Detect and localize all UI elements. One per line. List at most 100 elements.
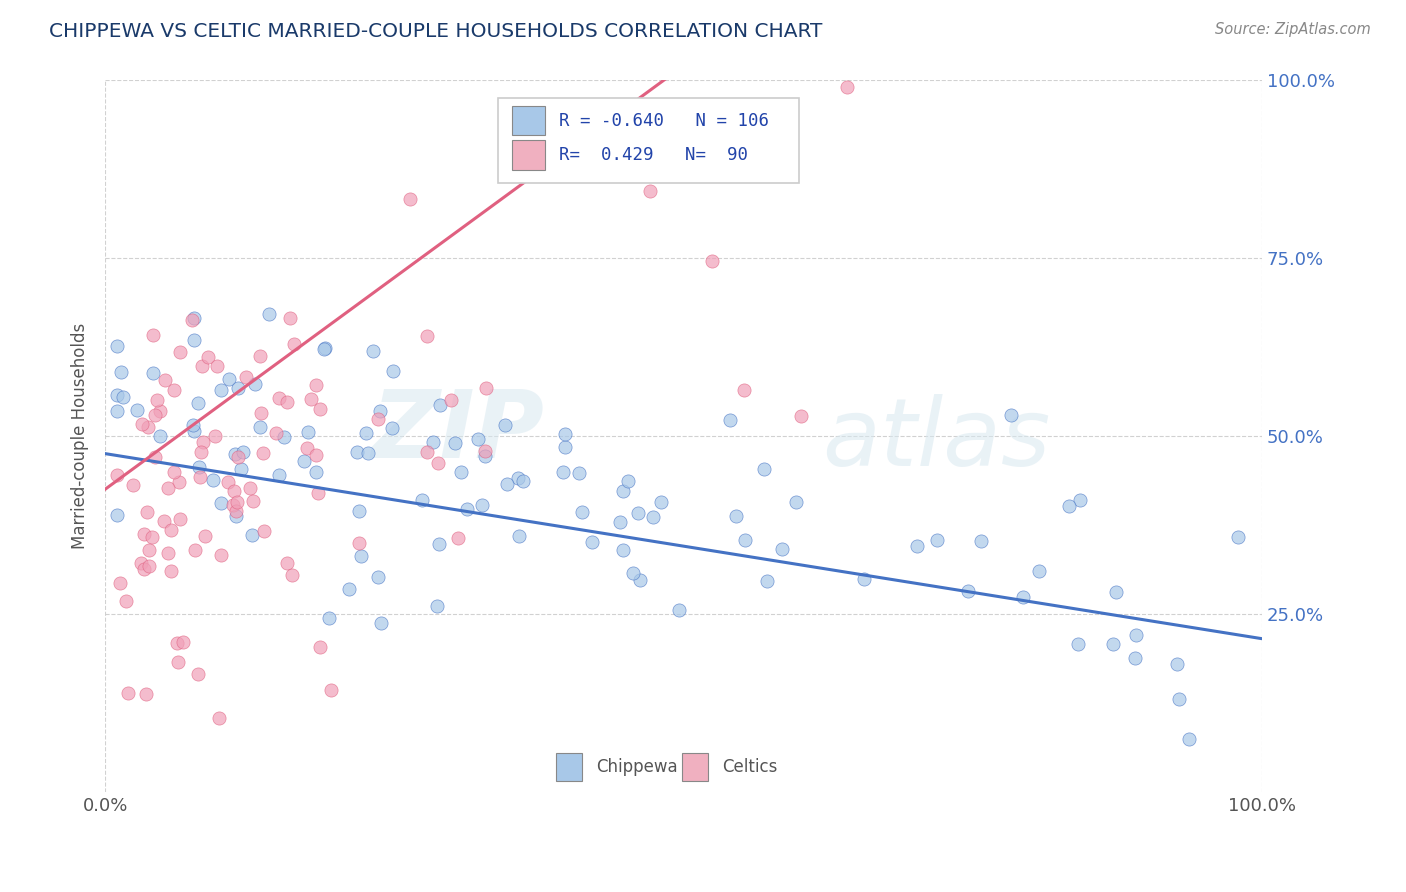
Point [668,603,690,617]
Point [155,373,177,387]
Point [160,564,183,578]
Point [280,568,302,582]
Point [188,470,211,484]
FancyBboxPatch shape [512,140,544,170]
Point [117,686,139,700]
Point [370,615,392,630]
Point [1168,691,1191,706]
Point [224,447,246,461]
Point [197,350,219,364]
Point [249,420,271,434]
Point [132,562,155,576]
Point [163,384,186,398]
Point [475,381,498,395]
Point [225,495,247,509]
Point [232,445,254,459]
Point [209,383,232,397]
Point [368,404,391,418]
Text: CHIPPEWA VS CELTIC MARRIED-COUPLE HOUSEHOLDS CORRELATION CHART: CHIPPEWA VS CELTIC MARRIED-COUPLE HOUSEH… [49,22,823,41]
Point [367,412,389,426]
Point [641,509,664,524]
Point [276,556,298,570]
Text: Source: ZipAtlas.com: Source: ZipAtlas.com [1215,22,1371,37]
Point [346,445,368,459]
Point [153,514,176,528]
Point [297,425,319,439]
Text: atlas: atlas [823,394,1050,485]
Point [105,508,128,522]
Point [496,477,519,491]
Point [725,509,748,524]
Point [225,509,247,524]
Point [226,450,249,465]
Point [105,339,128,353]
Point [142,366,165,380]
Point [1057,499,1080,513]
Point [269,392,291,406]
Point [927,533,949,548]
Point [411,493,433,508]
Point [1123,651,1146,665]
Point [240,528,263,542]
Point [108,576,131,591]
Point [283,337,305,351]
Point [201,473,224,487]
Point [143,408,166,422]
Point [474,450,496,464]
Point [426,599,449,614]
Point [471,498,494,512]
Point [1125,627,1147,641]
Point [184,542,207,557]
Point [242,493,264,508]
Point [121,477,143,491]
Point [350,549,373,564]
Point [181,313,204,327]
Point [138,559,160,574]
Point [612,543,634,558]
Point [381,420,404,434]
Point [134,526,156,541]
Point [183,333,205,347]
Point [790,409,813,424]
Point [166,635,188,649]
Point [319,683,342,698]
Point [183,424,205,438]
Point [231,461,253,475]
Point [114,594,136,608]
Point [305,465,328,479]
Point [446,531,468,545]
Point [512,474,534,488]
Point [444,436,467,450]
Text: R=  0.429   N=  90: R= 0.429 N= 90 [558,146,748,164]
Point [187,396,209,410]
Point [105,468,128,483]
Point [190,445,212,459]
Point [422,434,444,449]
Point [299,392,322,406]
Point [314,341,336,355]
Point [835,80,858,95]
Y-axis label: Married-couple Households: Married-couple Households [72,323,89,549]
Point [169,475,191,490]
Point [181,418,204,433]
Point [135,687,157,701]
Point [149,429,172,443]
Point [112,390,135,404]
Point [307,486,329,500]
Point [225,504,247,518]
Point [239,481,262,495]
Point [131,417,153,431]
Point [250,406,273,420]
Point [127,402,149,417]
Point [852,572,875,586]
Point [208,711,231,725]
Point [612,483,634,498]
Point [733,383,755,397]
Point [1028,564,1050,578]
Point [169,512,191,526]
Point [297,441,319,455]
Point [252,445,274,459]
Point [187,666,209,681]
Point [427,456,450,470]
Point [621,566,644,581]
